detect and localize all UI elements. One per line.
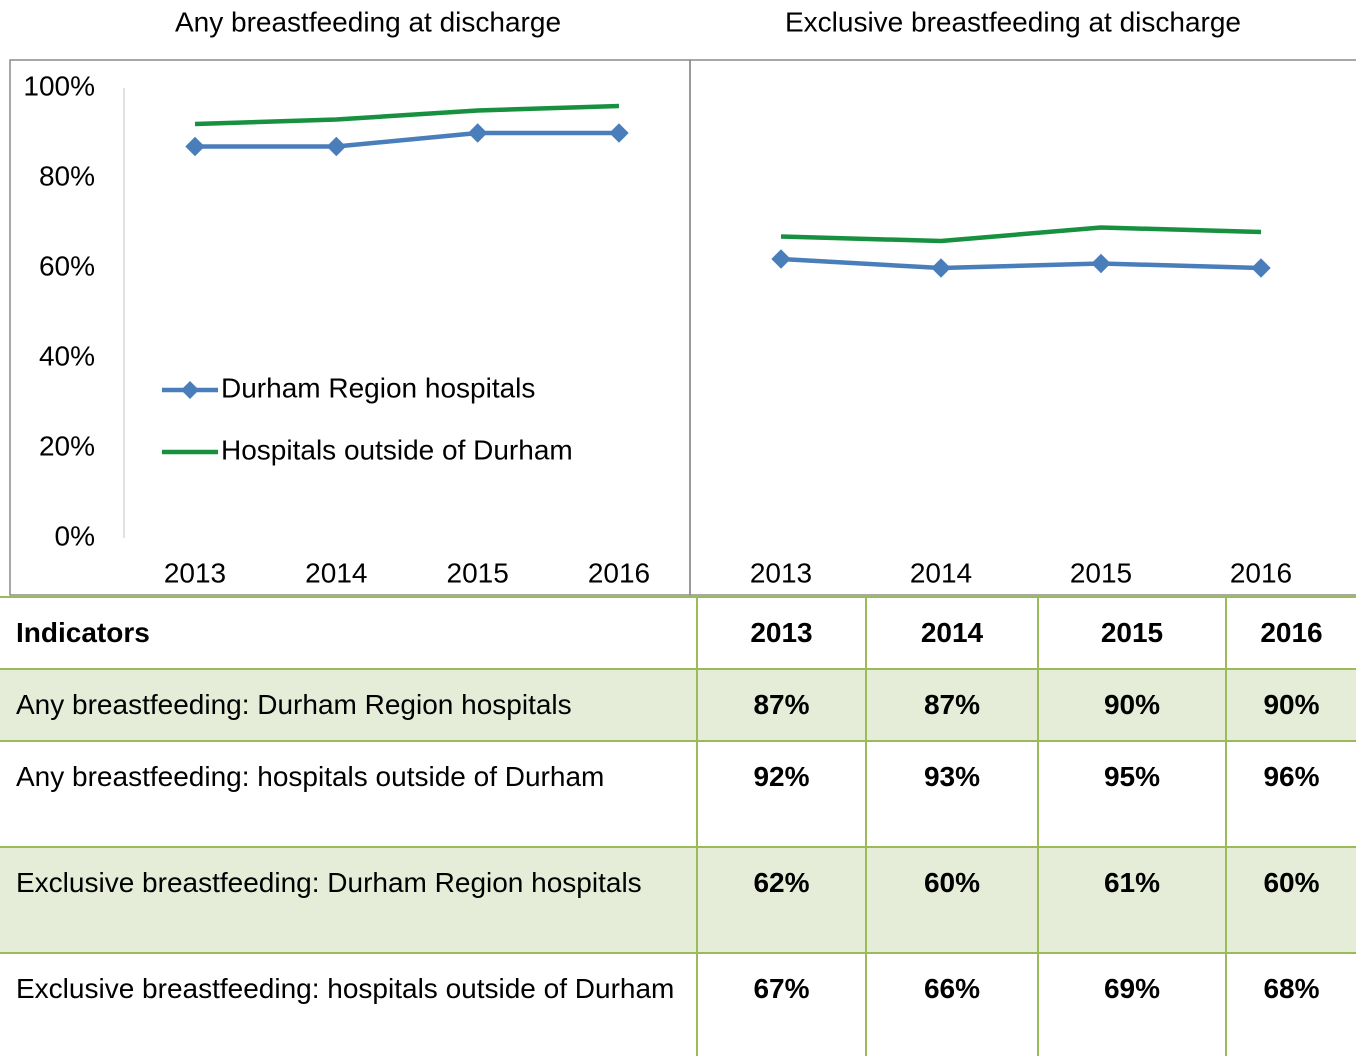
header-cell: 2015 xyxy=(1037,596,1227,670)
charts: Any breastfeeding at discharge 0% 20% 40% 60… xyxy=(9,6,1356,596)
row-label: Exclusive breastfeeding: hospitals outsi… xyxy=(0,952,698,1056)
cell: 90% xyxy=(1225,668,1356,742)
chart-title: Exclusive breastfeeding at discharge xyxy=(785,6,1241,37)
cell: 61% xyxy=(1037,846,1227,954)
cell: 60% xyxy=(865,846,1039,954)
table-row: Any breastfeeding: hospitals outside of … xyxy=(0,740,1356,848)
legend-label: Hospitals outside of Durham xyxy=(221,434,573,465)
x-tick-label: 2013 xyxy=(750,557,812,588)
header-cell: 2016 xyxy=(1225,596,1356,670)
cell: 92% xyxy=(696,740,867,848)
data-point xyxy=(1091,253,1111,274)
y-tick-label: 80% xyxy=(39,160,95,191)
cell: 68% xyxy=(1225,952,1356,1056)
series-line xyxy=(780,225,1262,244)
cell: 93% xyxy=(865,740,1039,848)
cell: 62% xyxy=(696,846,867,954)
cell: 69% xyxy=(1037,952,1227,1056)
series-line xyxy=(780,256,1262,271)
legend-label: Durham Region hospitals xyxy=(221,372,535,403)
data-point xyxy=(326,136,347,157)
x-tick-label: 2016 xyxy=(588,557,650,588)
table-row: Exclusive breastfeeding: hospitals outsi… xyxy=(0,952,1356,1056)
cell: 66% xyxy=(865,952,1039,1056)
y-tick-label: 100% xyxy=(23,70,95,101)
cell: 95% xyxy=(1037,740,1227,848)
data-point xyxy=(931,258,951,278)
y-tick-label: 40% xyxy=(39,340,95,371)
data-point xyxy=(1251,258,1271,278)
cell: 87% xyxy=(865,668,1039,742)
data-point xyxy=(185,136,205,157)
cell: 96% xyxy=(1225,740,1356,848)
cell: 60% xyxy=(1225,846,1356,954)
legend-marker xyxy=(181,381,199,399)
table-row: Any breastfeeding: Durham Region hospita… xyxy=(0,668,1356,742)
x-tick-label: 2015 xyxy=(447,557,509,588)
row-label: Exclusive breastfeeding: Durham Region h… xyxy=(0,846,698,954)
y-tick-label: 20% xyxy=(39,430,95,461)
y-tick-label: 0% xyxy=(55,520,95,551)
series-line xyxy=(195,130,619,149)
chart-frame xyxy=(689,59,1356,596)
x-tick-label: 2013 xyxy=(164,557,226,588)
data-point xyxy=(467,123,488,143)
chart-title: Any breastfeeding at discharge xyxy=(175,6,561,37)
data-point xyxy=(771,249,791,269)
header-cell: 2014 xyxy=(865,596,1039,670)
header-cell: Indicators xyxy=(0,596,698,670)
series-line xyxy=(194,103,620,127)
y-tick-label: 60% xyxy=(39,250,95,281)
header-row: Indicators 2013 2014 2015 2016 xyxy=(0,596,1356,670)
row-label: Any breastfeeding: Durham Region hospita… xyxy=(0,668,698,742)
data-point xyxy=(609,123,629,143)
table-row: Exclusive breastfeeding: Durham Region h… xyxy=(0,846,1356,954)
x-tick-label: 2015 xyxy=(1070,557,1132,588)
cell: 87% xyxy=(696,668,867,742)
cell: 90% xyxy=(1037,668,1227,742)
cell: 67% xyxy=(696,952,867,1056)
x-tick-label: 2014 xyxy=(910,557,972,588)
chart-frame xyxy=(9,59,691,596)
x-tick-label: 2014 xyxy=(305,557,367,588)
row-label: Any breastfeeding: hospitals outside of … xyxy=(0,740,698,848)
x-tick-label: 2016 xyxy=(1230,557,1292,588)
header-cell: 2013 xyxy=(696,596,867,670)
data-table: Indicators 2013 2014 2015 2016 Any breas… xyxy=(0,596,1356,1056)
